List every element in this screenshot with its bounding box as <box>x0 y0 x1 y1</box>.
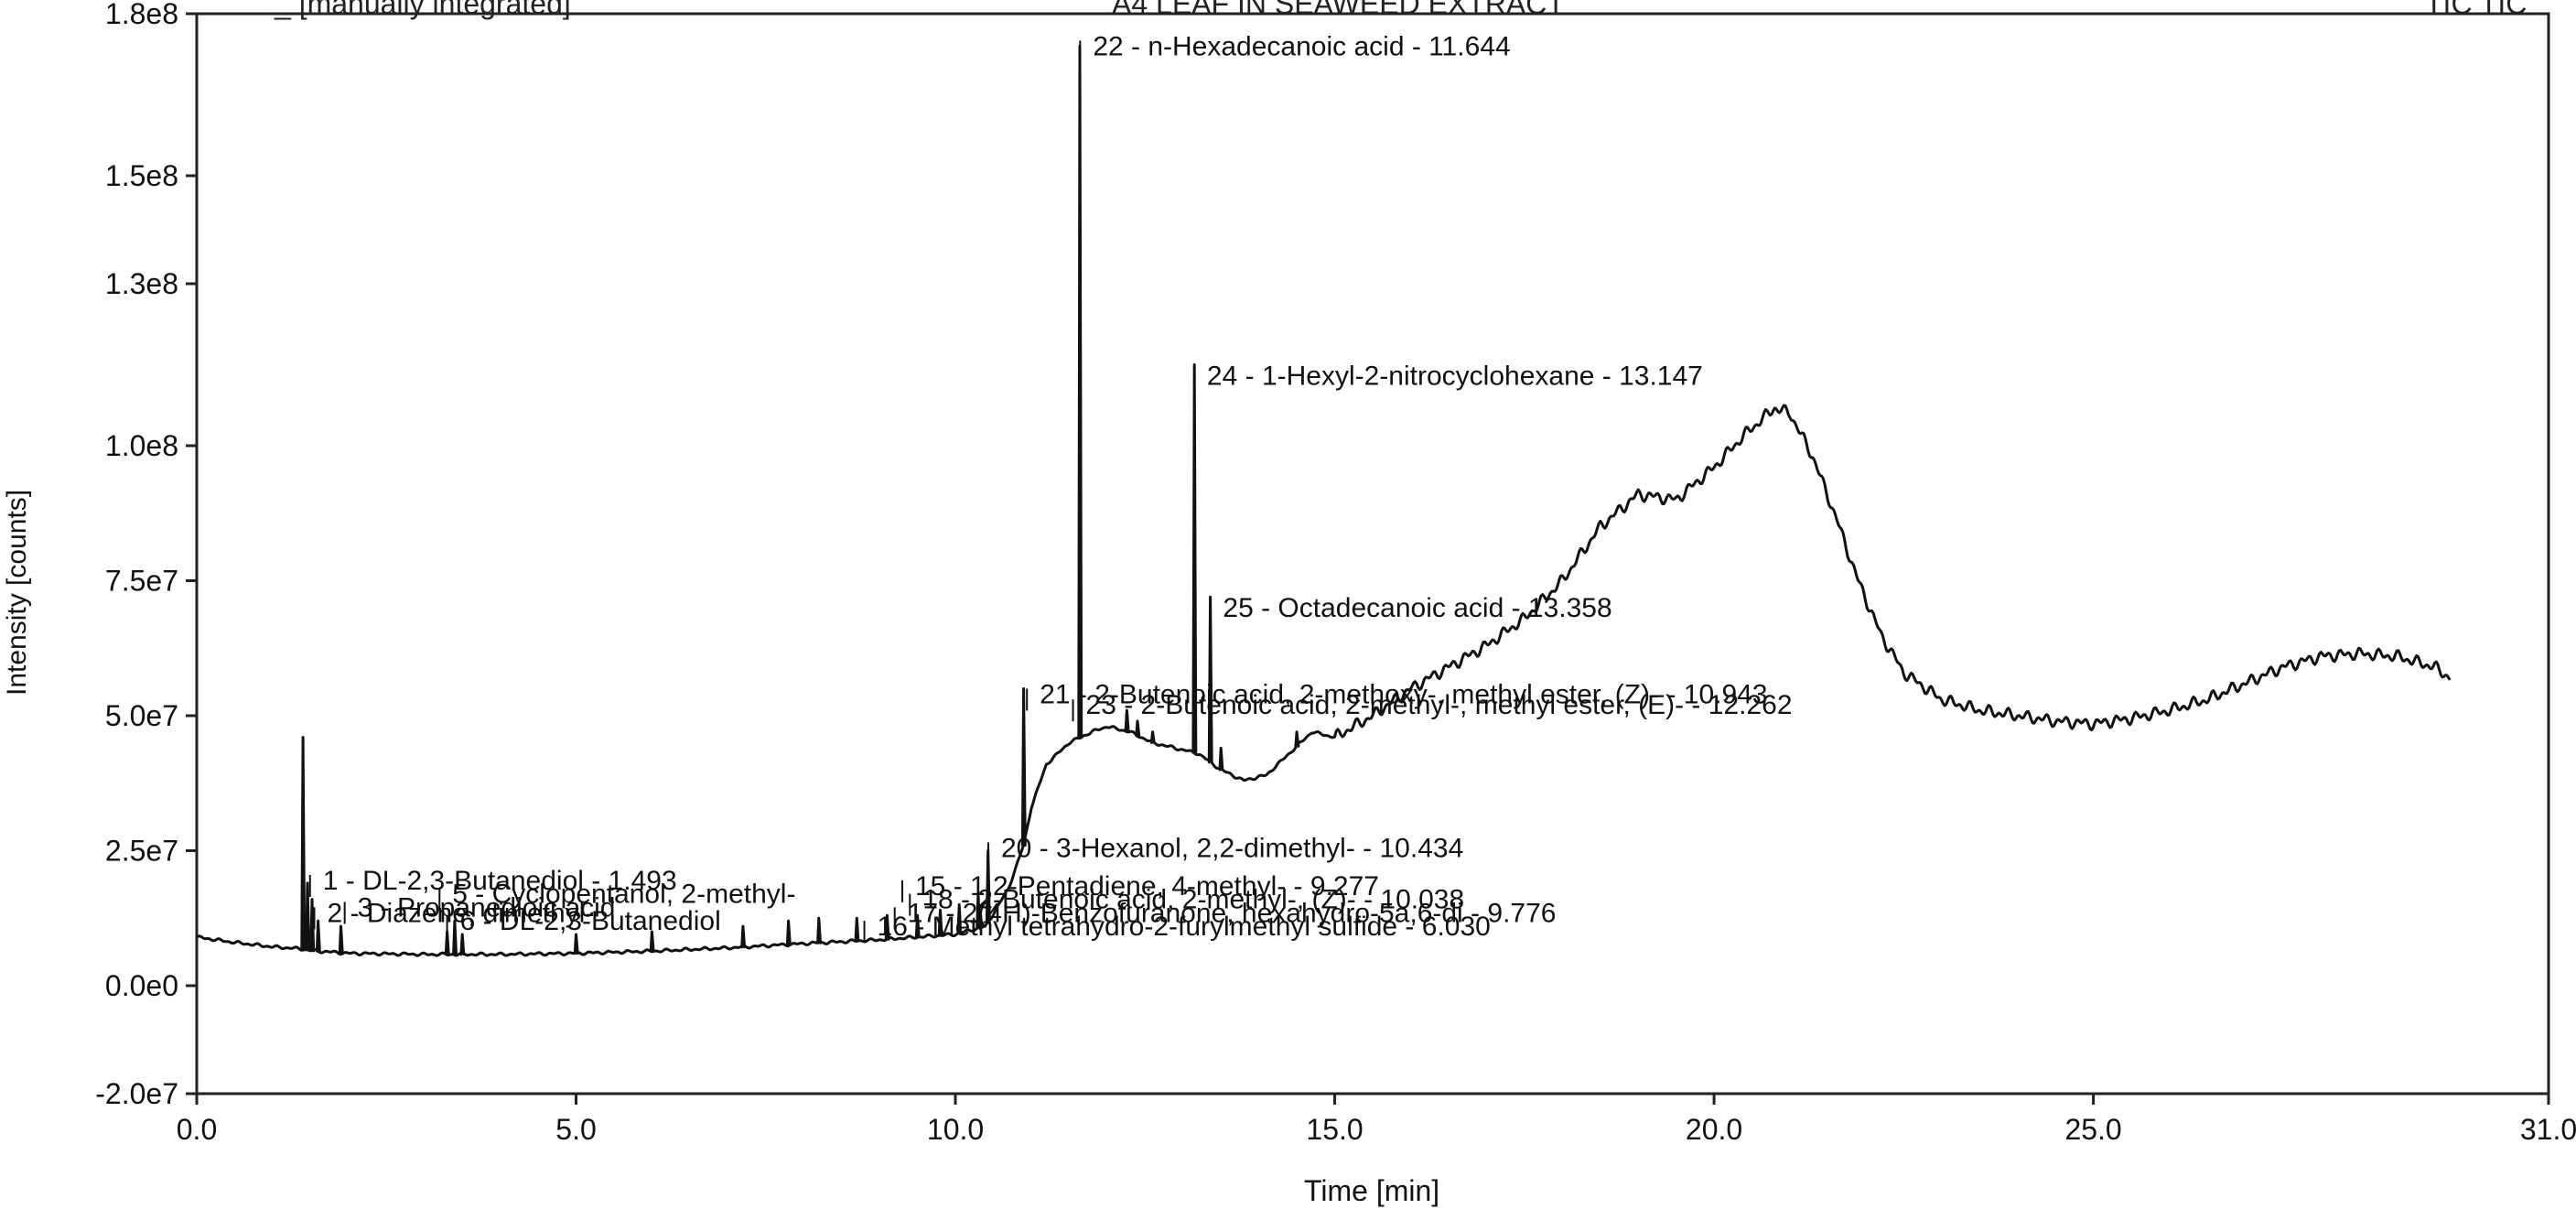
y-tick-label: 1.5e8 <box>105 159 178 192</box>
y-tick-label: 0.0e0 <box>105 969 178 1002</box>
peak-label: 15 - 1,2-Pentadiene, 4-methyl- - 9.277 <box>915 871 1379 901</box>
y-tick-label: -2.0e7 <box>95 1077 178 1110</box>
peak-label: 22 - n-Hexadecanoic acid - 11.644 <box>1093 31 1510 61</box>
peak-label: 25 - Octadecanoic acid - 13.358 <box>1223 593 1611 623</box>
peak-label: 5 - Cyclopentanol, 2-methyl- <box>452 880 795 910</box>
x-axis-label: Time [min] <box>1304 1174 1440 1207</box>
peak-label: 20 - 3-Hexanol, 2,2-dimethyl- - 10.434 <box>1001 834 1463 864</box>
y-tick-label: 1.3e8 <box>105 267 178 300</box>
peak-label: 23 - 2-Butenoic acid, 2-methyl-, methyl … <box>1086 690 1793 720</box>
peak-label: 2 - Diazene, dimethyl- <box>328 898 595 928</box>
x-tick-label: 15.0 <box>1306 1113 1363 1146</box>
x-tick-label: 10.0 <box>927 1113 984 1146</box>
x-tick-label: 25.0 <box>2064 1113 2121 1146</box>
plot-frame <box>195 12 2550 1096</box>
y-tick-label: 5.0e7 <box>105 699 178 732</box>
y-tick-label: 7.5e7 <box>105 565 178 598</box>
y-tick-label: 1.0e8 <box>105 429 178 462</box>
peak-label: 18 - 2-Butenoic acid, 2-methyl-, (Z)- - … <box>922 885 1464 915</box>
peak-label: 17 - 2(4H)-Benzofuranone, hexahydro-5a,6… <box>908 898 1557 928</box>
tic-trace-line <box>196 44 2452 957</box>
peak-label: 21 - 2-Butenoic acid, 2-methoxy-, methyl… <box>1040 679 1767 709</box>
y-tick-label: 1.8e8 <box>105 0 178 30</box>
x-tick-label: 0.0 <box>177 1113 217 1146</box>
peak-label: 16 - Methyl tetrahydro-2-furylmethyl sul… <box>878 912 1491 942</box>
peak-label: 24 - 1-Hexyl-2-nitrocyclohexane - 13.147 <box>1207 361 1703 391</box>
peak-label: 1 - DL-2,3-Butanediol - 1.493 <box>323 866 677 896</box>
x-tick-label: 31.0 <box>2520 1113 2576 1146</box>
y-tick-label: 2.5e7 <box>105 835 178 868</box>
peak-label: 6 - DL-2,3-Butanediol <box>460 906 721 936</box>
y-axis-label: Intensity [counts] <box>2 489 32 696</box>
peak-label: 3 - Propanedioic acid <box>358 892 616 923</box>
x-tick-label: 20.0 <box>1686 1113 1742 1146</box>
x-tick-label: 5.0 <box>555 1113 596 1146</box>
